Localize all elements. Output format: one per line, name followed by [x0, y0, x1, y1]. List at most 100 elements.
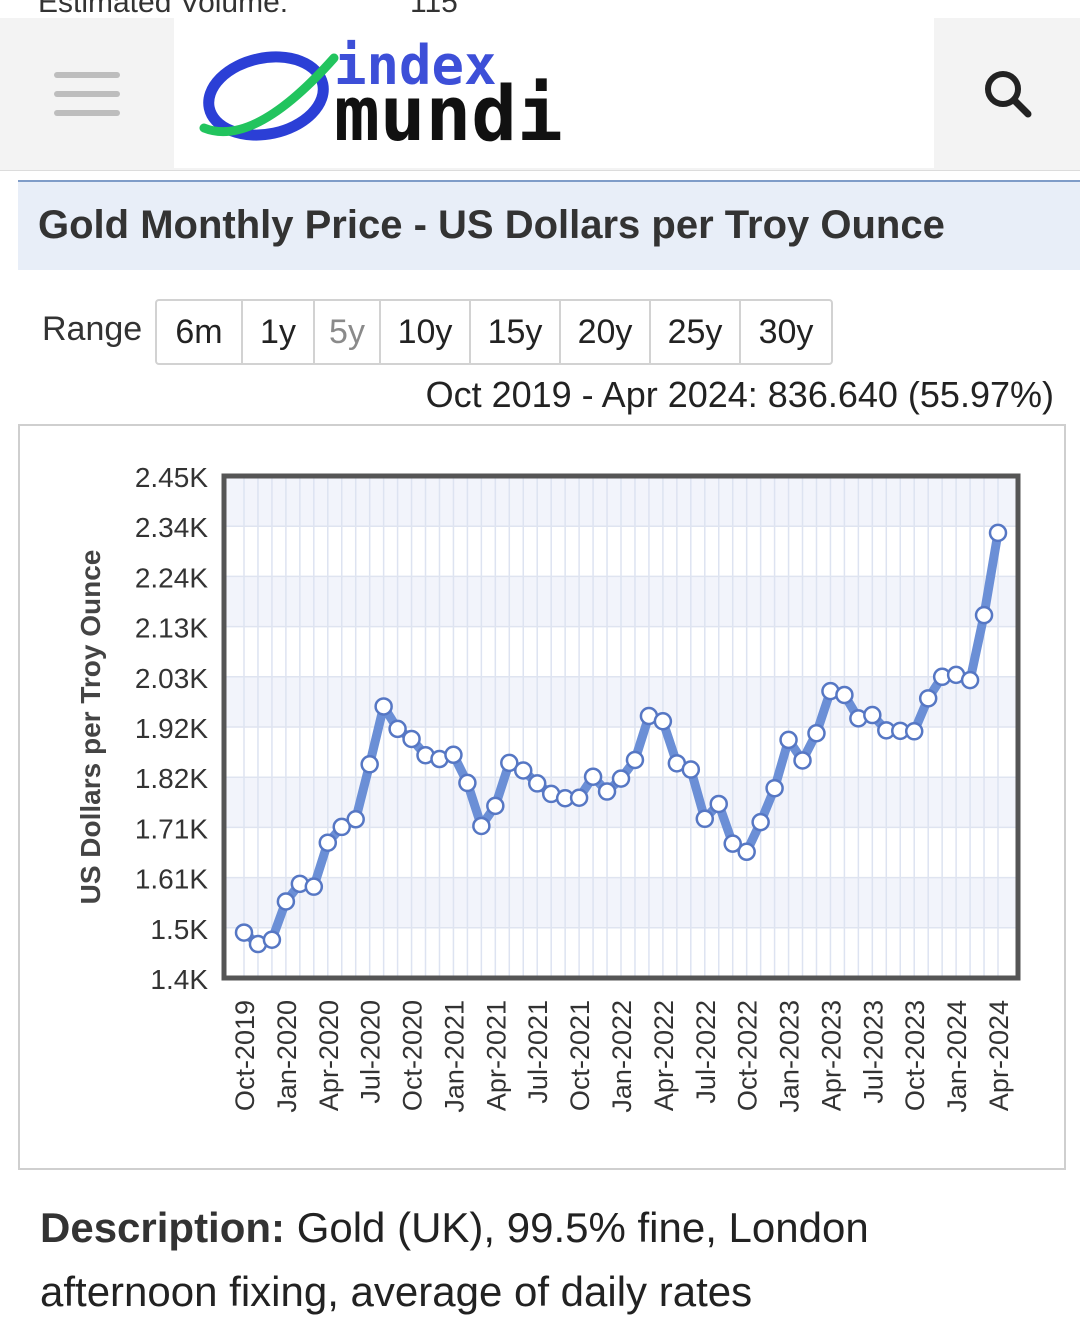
- x-tick-label: Oct-2023: [900, 1000, 930, 1111]
- x-tick-label: Jul-2020: [356, 1000, 386, 1104]
- data-point: [332, 817, 351, 837]
- data-point: [793, 751, 812, 770]
- data-point: [514, 761, 533, 780]
- x-tick-label: Apr-2020: [314, 1000, 344, 1111]
- logo-text-mundi: mundi: [334, 69, 563, 158]
- data-point: [597, 782, 617, 801]
- data-point: [402, 729, 421, 749]
- data-point: [276, 892, 296, 911]
- data-point: [807, 723, 826, 743]
- x-tick-label: Jan-2022: [607, 1000, 637, 1113]
- data-point: [472, 816, 491, 836]
- x-tick-label: Oct-2022: [733, 1000, 763, 1111]
- range-summary: Oct 2019 - Apr 2024: 836.640 (55.97%): [425, 374, 1054, 415]
- estimated-volume-row: Estimated Volume: 115: [38, 0, 458, 20]
- data-point: [444, 745, 463, 764]
- globe-icon: index mundi: [199, 34, 563, 158]
- data-point: [360, 755, 379, 774]
- description-text: Gold (UK), 99.5% fine, London afternoon …: [40, 1204, 869, 1315]
- y-tick-label: 1.61K: [135, 864, 208, 895]
- data-point: [835, 685, 854, 705]
- data-point: [709, 794, 728, 814]
- range-button-20y[interactable]: 20y: [561, 301, 651, 363]
- data-point: [569, 788, 589, 808]
- y-tick-label: 1.92K: [135, 713, 208, 744]
- data-point: [234, 923, 254, 942]
- x-tick-label: Jul-2023: [858, 1000, 888, 1104]
- site-header: index mundi: [0, 18, 1080, 171]
- y-tick-label: 2.45K: [135, 462, 208, 493]
- chart-svg: 2.45K 2.34K 2.24K 2.13K 2.03K 1.92K 1.82K 1.71K…: [75, 462, 1021, 1113]
- data-point: [904, 722, 924, 741]
- hamburger-icon[interactable]: [36, 58, 140, 130]
- range-button-5y[interactable]: 5y: [315, 301, 381, 363]
- page-title-bar: Gold Monthly Price - US Dollars per Troy…: [18, 180, 1080, 270]
- x-tick-label: Apr-2024: [984, 1000, 1014, 1111]
- data-point: [346, 810, 365, 829]
- data-point: [974, 605, 994, 625]
- y-tick-label: 1.71K: [135, 813, 208, 844]
- data-point: [751, 812, 770, 832]
- data-point: [681, 760, 701, 779]
- data-point: [918, 689, 938, 708]
- x-tick-label: Oct-2021: [565, 1000, 595, 1111]
- description-label: Description:: [40, 1204, 286, 1251]
- data-point: [388, 719, 407, 739]
- range-button-15y[interactable]: 15y: [471, 301, 561, 363]
- description: Description: Gold (UK), 99.5% fine, Lond…: [40, 1196, 1040, 1324]
- x-tick-label: Apr-2021: [481, 1000, 511, 1111]
- data-point: [653, 712, 673, 731]
- x-tick-label: Jul-2021: [523, 1000, 553, 1104]
- x-tick-label: Jan-2024: [942, 1000, 972, 1113]
- data-point: [304, 877, 324, 896]
- logo-text-index: index: [334, 34, 497, 97]
- y-tick-label: 1.82K: [135, 763, 208, 794]
- data-point: [723, 834, 742, 853]
- range-selector: 6m 1y 5y 10y 15y 20y 25y 30y: [155, 299, 833, 365]
- x-tick-label: Jan-2020: [272, 1000, 302, 1113]
- range-button-6m[interactable]: 6m: [157, 301, 243, 363]
- estimated-volume-label: Estimated Volume:: [38, 0, 289, 19]
- range-button-30y[interactable]: 30y: [758, 313, 814, 351]
- x-tick-label: Jul-2022: [691, 1000, 721, 1104]
- data-point: [611, 769, 631, 788]
- data-point: [486, 796, 505, 816]
- x-tick-label: Jan-2023: [775, 1000, 805, 1113]
- data-point: [262, 930, 282, 950]
- search-icon[interactable]: [976, 62, 1040, 126]
- data-point: [500, 753, 519, 773]
- y-axis-title: US Dollars per Troy Ounce: [75, 550, 106, 905]
- data-point: [863, 705, 882, 725]
- price-chart: 2.45K 2.34K 2.24K 2.13K 2.03K 1.92K 1.82K 1.71K…: [18, 424, 1066, 1170]
- plot-border: [221, 473, 1021, 981]
- data-point: [960, 670, 980, 690]
- estimated-volume-value: 115: [410, 0, 458, 19]
- x-tick-label: Jan-2021: [439, 1000, 469, 1113]
- data-point: [318, 833, 338, 852]
- y-tick-label: 1.4K: [150, 964, 208, 995]
- range-button-10y[interactable]: 10y: [381, 301, 471, 363]
- range-button-1y[interactable]: 1y: [243, 301, 315, 363]
- data-point: [765, 778, 784, 798]
- y-tick-label: 2.03K: [135, 663, 208, 694]
- x-tick-label: Oct-2020: [398, 1000, 428, 1111]
- page-title: Gold Monthly Price - US Dollars per Troy…: [38, 203, 945, 247]
- data-point: [625, 750, 645, 770]
- data-point: [737, 842, 756, 862]
- data-point: [583, 767, 603, 786]
- x-tick-label: Apr-2023: [816, 1000, 846, 1111]
- data-point: [988, 523, 1008, 543]
- y-tick-label: 2.13K: [135, 613, 208, 644]
- y-tick-label: 2.34K: [135, 512, 208, 543]
- data-point: [779, 730, 798, 750]
- range-button-25y[interactable]: 25y: [651, 301, 741, 363]
- x-tick-label: Apr-2022: [649, 1000, 679, 1111]
- y-tick-label: 1.5K: [150, 914, 208, 945]
- site-logo[interactable]: index mundi: [174, 18, 934, 168]
- y-tick-label: 2.24K: [135, 562, 208, 593]
- data-point: [695, 809, 715, 829]
- data-point: [374, 697, 393, 716]
- data-point: [458, 773, 477, 793]
- data-point: [527, 774, 547, 793]
- x-tick-label: Oct-2019: [230, 1000, 260, 1111]
